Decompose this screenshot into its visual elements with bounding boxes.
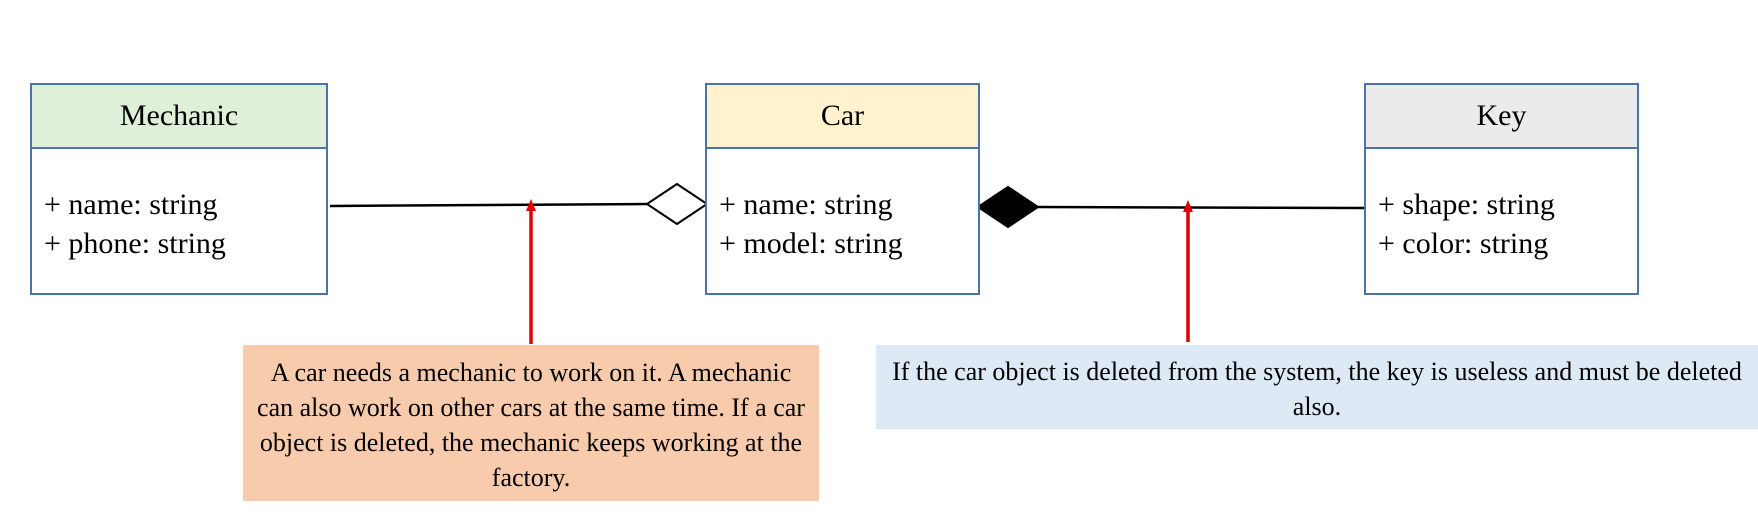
composition-note: If the car object is deleted from the sy…: [876, 345, 1758, 429]
mechanic-class-box[interactable]: Mechanic + name: string + phone: string: [30, 83, 328, 295]
key-attribute-shape: + shape: string: [1378, 188, 1555, 221]
mechanic-attribute-name: + name: string: [44, 188, 218, 221]
car-class-box[interactable]: Car + name: string + model: string: [705, 83, 980, 295]
key-class-box[interactable]: Key + shape: string + color: string: [1364, 83, 1639, 295]
key-attributes: + shape: string + color: string: [1366, 149, 1637, 263]
aggregation-hollow-diamond: [645, 182, 709, 226]
composition-line[interactable]: [1037, 205, 1365, 210]
aggregation-note: A car needs a mechanic to work on it. A …: [243, 345, 819, 501]
car-class-name: Car: [707, 85, 978, 149]
car-attributes: + name: string + model: string: [707, 149, 978, 263]
car-attribute-model: + model: string: [719, 227, 903, 260]
key-attribute-color: + color: string: [1378, 227, 1549, 260]
composition-filled-diamond: [976, 185, 1040, 229]
mechanic-attributes: + name: string + phone: string: [32, 149, 326, 263]
aggregation-line[interactable]: [329, 202, 648, 208]
car-attribute-name: + name: string: [719, 188, 893, 221]
mechanic-class-name: Mechanic: [32, 85, 326, 149]
key-class-name: Key: [1366, 85, 1637, 149]
mechanic-attribute-phone: + phone: string: [44, 227, 226, 260]
